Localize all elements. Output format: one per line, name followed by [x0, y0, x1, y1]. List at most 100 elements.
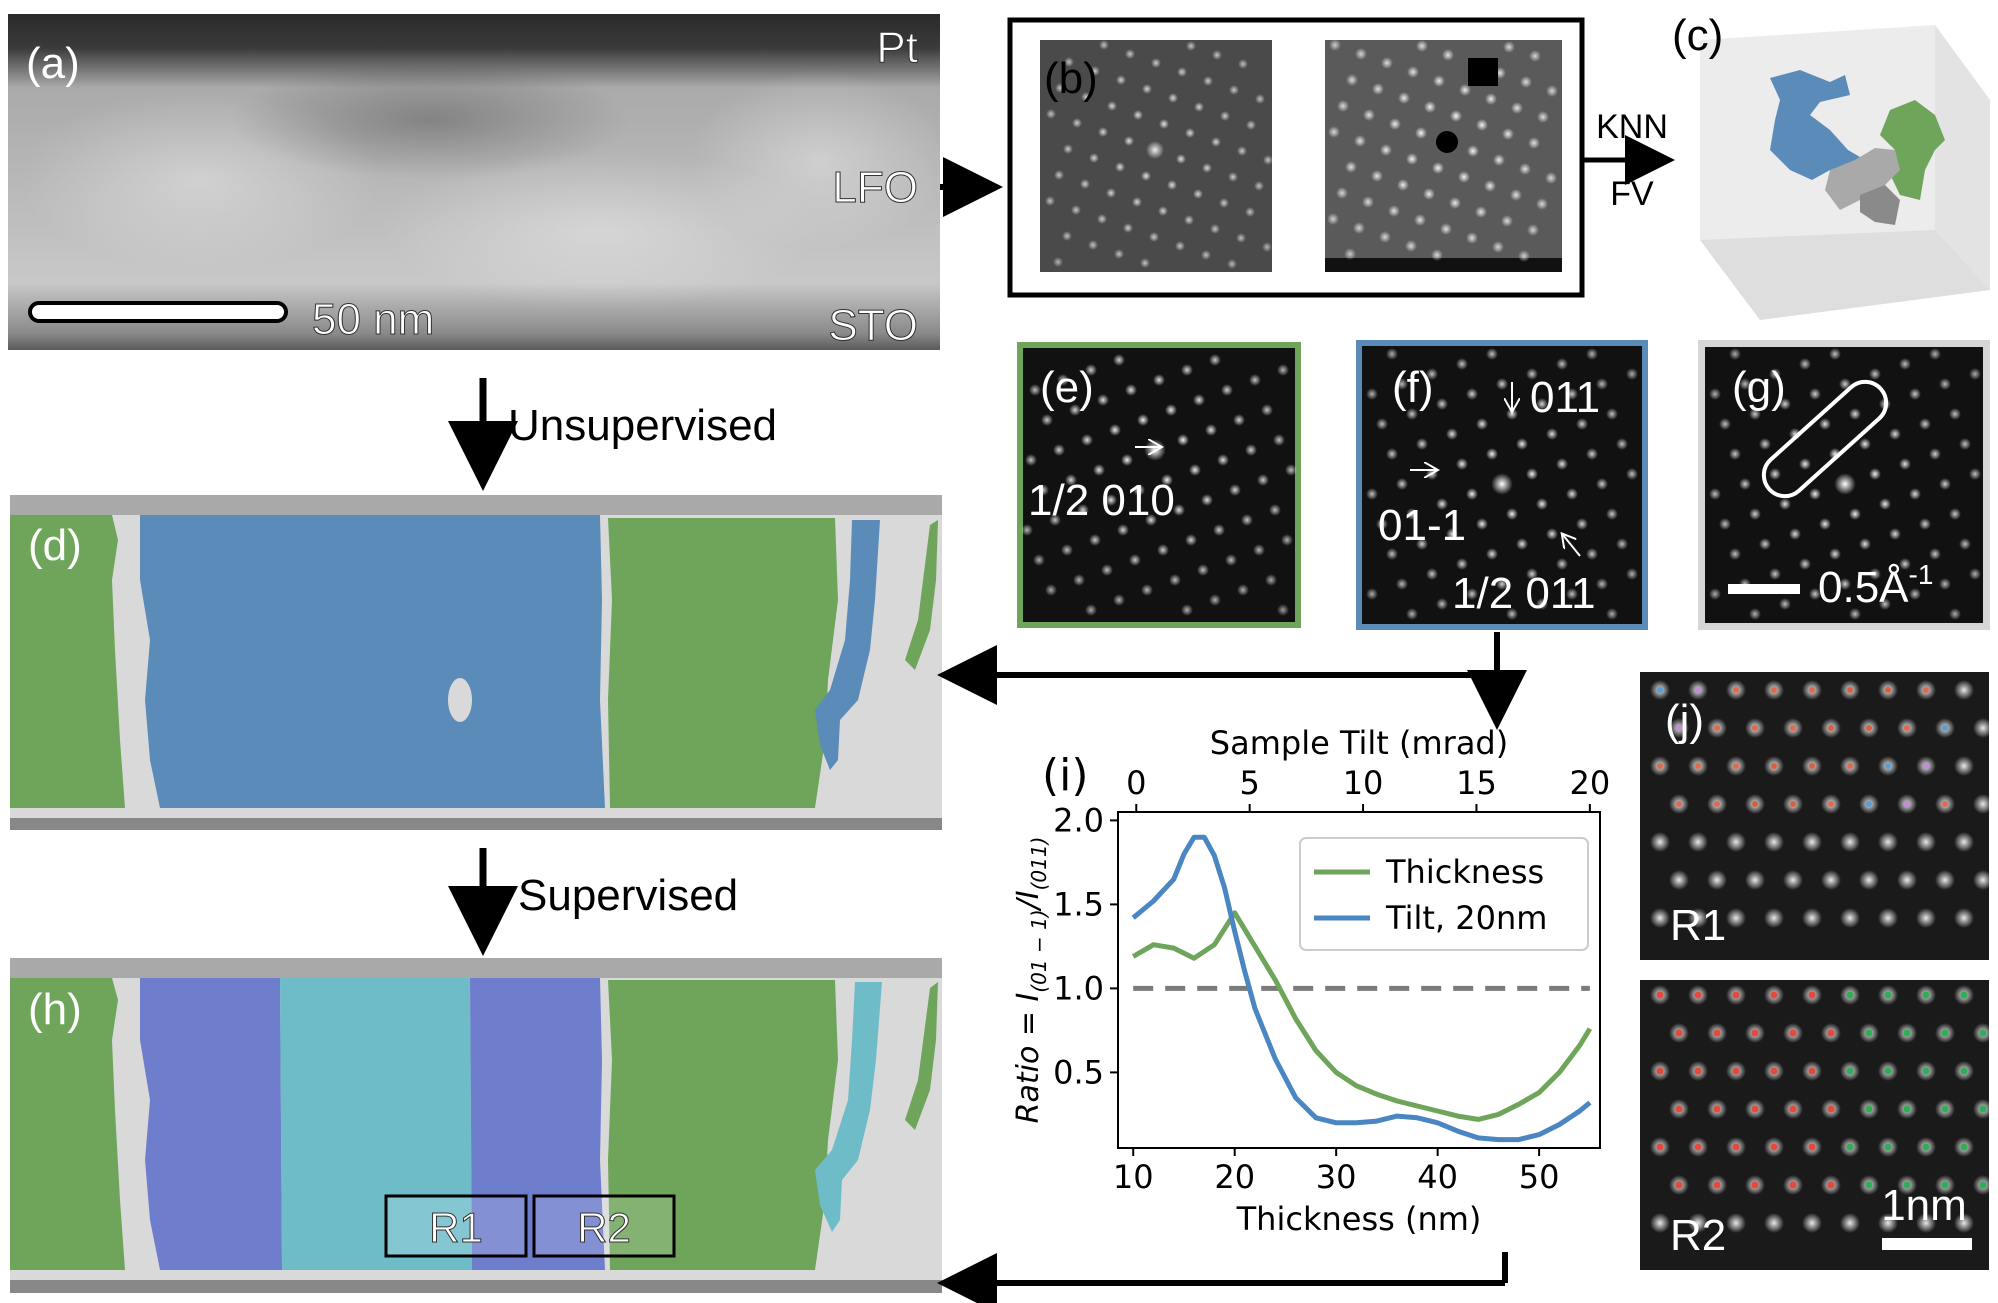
y-tick-label: 0.5 — [1053, 1053, 1104, 1091]
diffraction-spot — [1537, 111, 1549, 123]
panel-a: (a) Pt LFO STO 50 nm — [8, 14, 950, 351]
fv-label: FV — [1610, 175, 1654, 213]
diffraction-spot — [1396, 478, 1408, 490]
diffraction-spot — [1396, 578, 1408, 590]
diffraction-spot — [1834, 473, 1856, 495]
diffraction-spot — [1899, 358, 1911, 370]
diffraction-spot — [1237, 584, 1249, 596]
diffraction-spot — [1929, 448, 1941, 460]
atom-marker — [1694, 1067, 1702, 1075]
f-label-011: 011 — [1530, 373, 1600, 422]
atom-column — [1745, 870, 1765, 890]
panel-d-tag: (d) — [28, 521, 82, 570]
diffraction-spot — [1456, 358, 1468, 370]
cluster-darkgray — [1860, 185, 1900, 225]
diffraction-spot — [1053, 257, 1063, 267]
diffraction-spot — [1899, 458, 1911, 470]
atom-marker — [1885, 687, 1891, 693]
diffraction-spot — [1546, 528, 1558, 540]
top-tick-label: 5 — [1239, 764, 1259, 802]
panel-g-tag: (g) — [1732, 363, 1786, 412]
diffraction-spot — [1406, 153, 1418, 165]
diffraction-spot — [1329, 39, 1341, 51]
diffraction-spot — [1151, 58, 1161, 68]
diffraction-spot — [1709, 488, 1721, 500]
diffraction-spot — [1089, 534, 1101, 546]
diffraction-spot — [1132, 197, 1142, 207]
diffraction-spot — [1125, 49, 1135, 59]
atom-column — [1726, 832, 1746, 852]
diffraction-spot — [1085, 364, 1097, 376]
map-bottom-strip — [10, 1280, 942, 1293]
diffraction-spot — [1089, 153, 1099, 163]
diffraction-spot — [1809, 588, 1821, 600]
diffraction-spot — [1080, 179, 1090, 189]
diffraction-spot — [1169, 574, 1181, 586]
panel-e-tag: (e) — [1040, 363, 1094, 412]
diffraction-spot — [1739, 378, 1751, 390]
diffraction-spot — [1037, 484, 1049, 496]
diffraction-spot — [1107, 101, 1117, 111]
atom-marker — [1695, 763, 1701, 769]
diffraction-spot — [1379, 231, 1391, 243]
diffraction-spot — [1124, 136, 1134, 146]
atom-marker — [1960, 1143, 1968, 1151]
diffraction-spot — [1423, 188, 1435, 200]
atom-column — [1669, 870, 1689, 890]
atom-marker — [1922, 991, 1930, 999]
diffraction-spot — [1114, 249, 1124, 259]
diffraction-spot — [1255, 94, 1265, 104]
region-green-sliver — [905, 520, 938, 670]
gap-hole — [448, 678, 472, 722]
atom-column — [1954, 1213, 1974, 1233]
diffraction-spot — [1144, 439, 1166, 461]
f-label-half-011: 1/2 011 — [1452, 569, 1596, 618]
g-highlight-box — [1761, 379, 1889, 499]
diffraction-spot — [1949, 608, 1961, 620]
diffraction-spot — [1839, 578, 1851, 590]
diffraction-spot — [1386, 348, 1398, 360]
atom-marker — [1941, 1181, 1949, 1189]
atom-marker — [1657, 763, 1663, 769]
atom-column — [1878, 832, 1898, 852]
diffraction-spot — [1919, 518, 1931, 530]
diffraction-spot — [1129, 554, 1141, 566]
atom-marker — [1675, 1181, 1683, 1189]
panel-i-tag: (i) — [1042, 750, 1089, 801]
diffraction-spot — [1416, 40, 1428, 52]
diffraction-spot — [1253, 544, 1265, 556]
atom-marker — [1714, 725, 1720, 731]
diffraction-spot — [1729, 348, 1741, 360]
diffraction-spot — [1372, 83, 1384, 95]
diffraction-spot — [1779, 598, 1791, 610]
diffraction-spot — [1556, 358, 1568, 370]
atom-marker — [1808, 1067, 1816, 1075]
atom-marker — [1714, 801, 1720, 807]
top-axis-title: Sample Tilt (mrad) — [1210, 724, 1508, 762]
diffraction-spot — [1528, 137, 1540, 149]
diffraction-spot — [1376, 418, 1388, 430]
atom-marker — [1751, 1181, 1759, 1189]
diffraction-spot — [1396, 378, 1408, 390]
region-box-r1 — [384, 1194, 528, 1258]
diffraction-spot — [1097, 214, 1107, 224]
diffraction-spot — [1366, 588, 1378, 600]
diffraction-spot — [1158, 206, 1168, 216]
diffraction-spot — [1450, 110, 1462, 122]
atom-marker — [1827, 1181, 1835, 1189]
diffraction-spot — [1328, 126, 1340, 138]
atom-marker — [1942, 725, 1948, 731]
diffraction-spot — [1939, 578, 1951, 590]
image-texture — [690, 70, 950, 250]
diffraction-spot — [1556, 558, 1568, 570]
panel-f-tag: (f) — [1392, 363, 1434, 412]
atom-marker — [1942, 801, 1948, 807]
diffraction-spot — [1269, 504, 1281, 516]
diffraction-spot — [1829, 548, 1841, 560]
atom-marker — [1733, 763, 1739, 769]
diffraction-spot — [1397, 179, 1409, 191]
atom-marker — [1847, 763, 1853, 769]
diffraction-spot — [1929, 548, 1941, 560]
diffraction-spot — [1492, 241, 1504, 253]
diffraction-spot — [1503, 41, 1515, 53]
